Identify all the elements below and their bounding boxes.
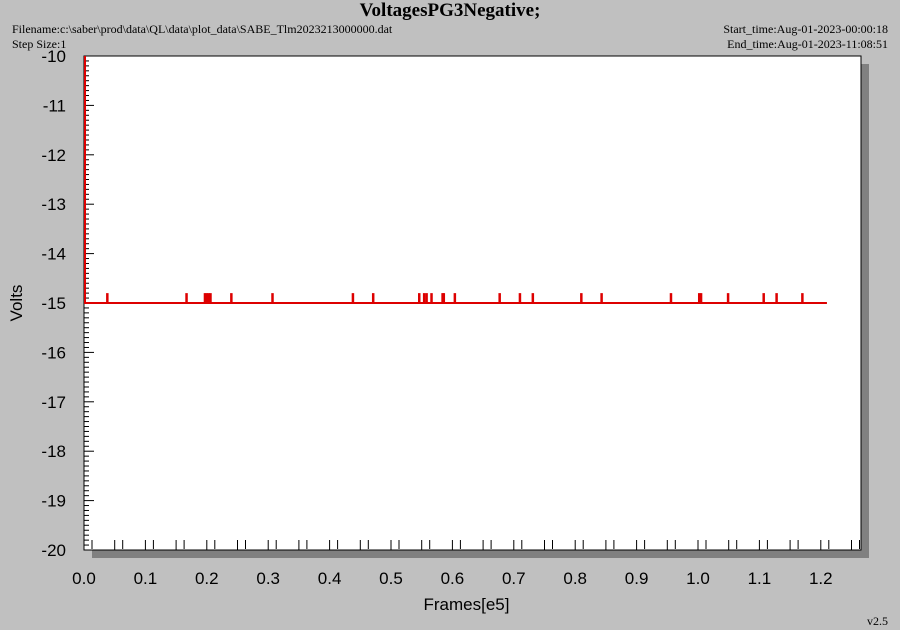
y-tick-label: -18 (41, 442, 66, 461)
y-tick-label: -10 (41, 47, 66, 66)
y-tick-label: -17 (41, 393, 66, 412)
x-tick-label: 1.1 (748, 569, 772, 588)
y-tick-label: -14 (41, 245, 66, 264)
x-tick-label: 0.2 (195, 569, 219, 588)
x-tick-label: 0.6 (441, 569, 465, 588)
y-tick-label: -15 (41, 294, 66, 313)
x-tick-label: 0.3 (256, 569, 280, 588)
version-label: v2.5 (867, 614, 888, 628)
x-tick-label: 0.0 (72, 569, 96, 588)
y-tick-label: -19 (41, 492, 66, 511)
x-tick-label: 0.5 (379, 569, 403, 588)
x-axis-title: Frames[e5] (424, 595, 510, 614)
step-size-label: Step Size:1 (12, 37, 67, 51)
y-tick-label: -11 (43, 96, 66, 115)
y-tick-label: -12 (41, 146, 66, 165)
y-tick-label: -16 (41, 343, 66, 362)
y-tick-label: -13 (41, 195, 66, 214)
x-tick-label: 0.9 (625, 569, 649, 588)
filename-label: Filename:c:\saber\prod\data\QL\data\plot… (12, 22, 393, 36)
x-tick-label: 0.1 (134, 569, 158, 588)
x-tick-label: 1.0 (686, 569, 710, 588)
y-axis-title: Volts (7, 285, 26, 322)
chart-title: VoltagesPG3Negative; (359, 0, 541, 21)
end-time-label: End_time:Aug-01-2023-11:08:51 (727, 37, 888, 51)
x-tick-label: 1.2 (809, 569, 833, 588)
start-time-label: Start_time:Aug-01-2023-00:00:18 (723, 22, 888, 36)
y-tick-label: -20 (41, 541, 66, 560)
x-tick-label: 0.4 (318, 569, 342, 588)
x-tick-label: 0.7 (502, 569, 526, 588)
x-tick-label: 0.8 (563, 569, 587, 588)
